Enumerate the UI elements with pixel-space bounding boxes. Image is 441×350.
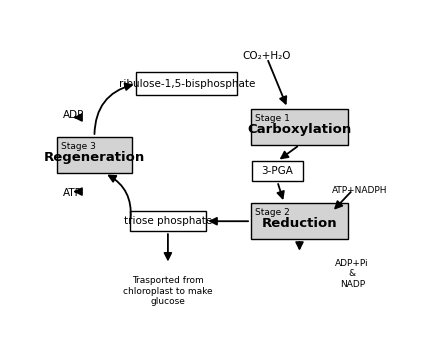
- Text: 3-PGA: 3-PGA: [262, 166, 293, 176]
- Text: CO₂+H₂O: CO₂+H₂O: [243, 51, 291, 62]
- FancyBboxPatch shape: [252, 161, 303, 181]
- FancyBboxPatch shape: [136, 72, 237, 95]
- Text: ATP: ATP: [63, 188, 82, 198]
- Text: triose phosphate: triose phosphate: [124, 216, 212, 226]
- Text: ADP: ADP: [63, 110, 84, 120]
- Text: ribulose-1,5-bisphosphate: ribulose-1,5-bisphosphate: [119, 79, 255, 89]
- Text: ATP+NADPH: ATP+NADPH: [332, 186, 388, 195]
- Text: Trasported from
chloroplast to make
glucose: Trasported from chloroplast to make gluc…: [123, 276, 213, 306]
- Text: Carboxylation: Carboxylation: [247, 123, 351, 136]
- FancyBboxPatch shape: [57, 137, 132, 173]
- Text: Reduction: Reduction: [262, 217, 337, 230]
- Text: Stage 3: Stage 3: [61, 142, 96, 151]
- Text: ADP+Pi
&
NADP: ADP+Pi & NADP: [335, 259, 369, 289]
- Text: Regeneration: Regeneration: [44, 152, 145, 164]
- Text: Stage 2: Stage 2: [255, 208, 290, 217]
- Text: Stage 1: Stage 1: [255, 113, 290, 122]
- FancyBboxPatch shape: [251, 109, 348, 145]
- FancyBboxPatch shape: [131, 211, 206, 231]
- FancyBboxPatch shape: [251, 203, 348, 239]
